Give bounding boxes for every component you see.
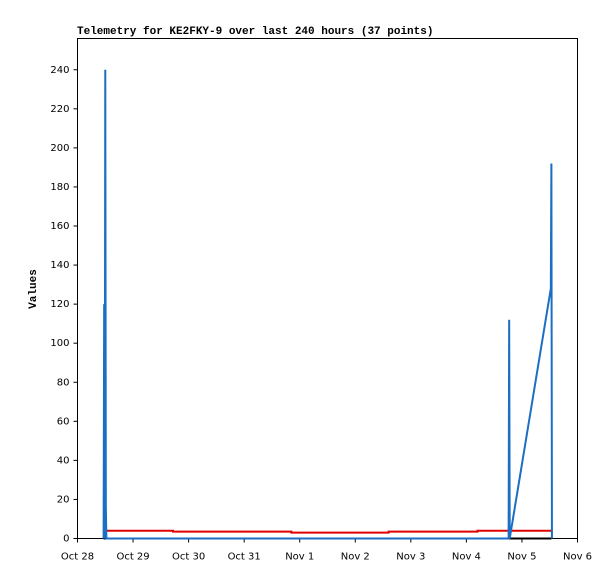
y-tick-label: 0 — [63, 534, 69, 545]
x-tick-label: Nov 2 — [341, 552, 370, 563]
y-tick-label: 60 — [57, 416, 70, 427]
x-tick-label: Nov 6 — [563, 552, 592, 563]
x-tick-label: Nov 4 — [452, 552, 481, 563]
y-tick-label: 200 — [50, 143, 69, 154]
y-tick-label: 40 — [57, 455, 70, 466]
x-tick-label: Nov 5 — [507, 552, 536, 563]
x-tick-label: Oct 29 — [116, 552, 149, 563]
y-tick-label: 120 — [50, 299, 69, 310]
series-line — [103, 529, 552, 534]
plot-frame — [77, 38, 578, 539]
y-tick-label: 100 — [50, 338, 69, 349]
y-tick-label: 180 — [50, 182, 69, 193]
y-tick-label: 160 — [50, 221, 69, 232]
x-tick-label: Nov 3 — [396, 552, 425, 563]
y-tick-label: 220 — [50, 104, 69, 115]
y-tick-label: 20 — [57, 494, 70, 505]
chart-title: Telemetry for KE2FKY-9 over last 240 hou… — [77, 26, 433, 38]
x-tick-label: Oct 31 — [228, 552, 261, 563]
x-tick-label: Oct 30 — [172, 552, 205, 563]
y-tick-label: 140 — [50, 260, 69, 271]
y-axis-label: Values — [28, 269, 40, 309]
x-tick-label: Nov 1 — [285, 552, 314, 563]
series-line — [102, 69, 553, 540]
y-tick-label: 80 — [57, 377, 70, 388]
x-tick-label: Oct 28 — [61, 552, 94, 563]
y-tick-label: 240 — [50, 65, 69, 76]
